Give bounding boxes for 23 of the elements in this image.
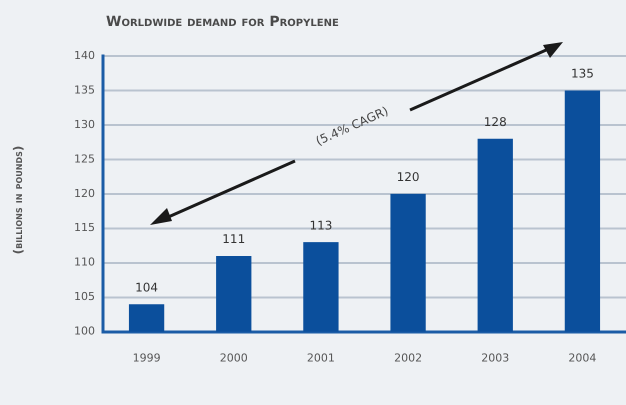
x-tick-label: 2003 <box>481 351 510 364</box>
y-tick-label: 140 <box>74 48 95 62</box>
x-tick-label: 1999 <box>132 351 161 364</box>
data-label: 104 <box>135 280 158 294</box>
data-label: 111 <box>222 232 246 246</box>
x-tick-label: 2001 <box>306 351 335 364</box>
data-label: 120 <box>396 170 420 184</box>
y-tick-label: 125 <box>74 152 95 166</box>
y-tick-label: 120 <box>74 186 95 200</box>
x-tick-label: 2002 <box>394 351 422 364</box>
x-tick-label: 2004 <box>568 351 596 364</box>
y-tick-label: 135 <box>74 83 95 96</box>
data-label: 113 <box>309 218 332 232</box>
x-tick-label: 2000 <box>220 351 248 364</box>
y-tick-label: 130 <box>74 118 95 131</box>
y-tick-label: 110 <box>74 256 95 269</box>
chart-title: Worldwide demand for Propylene <box>106 14 339 30</box>
y-tick-label: 105 <box>74 290 95 304</box>
y-axis-title: (billions in pounds) <box>11 146 25 254</box>
data-label: 128 <box>484 114 507 129</box>
y-tick-label: 100 <box>74 324 95 338</box>
y-tick-label: 115 <box>74 221 95 234</box>
data-label: 135 <box>570 66 594 81</box>
